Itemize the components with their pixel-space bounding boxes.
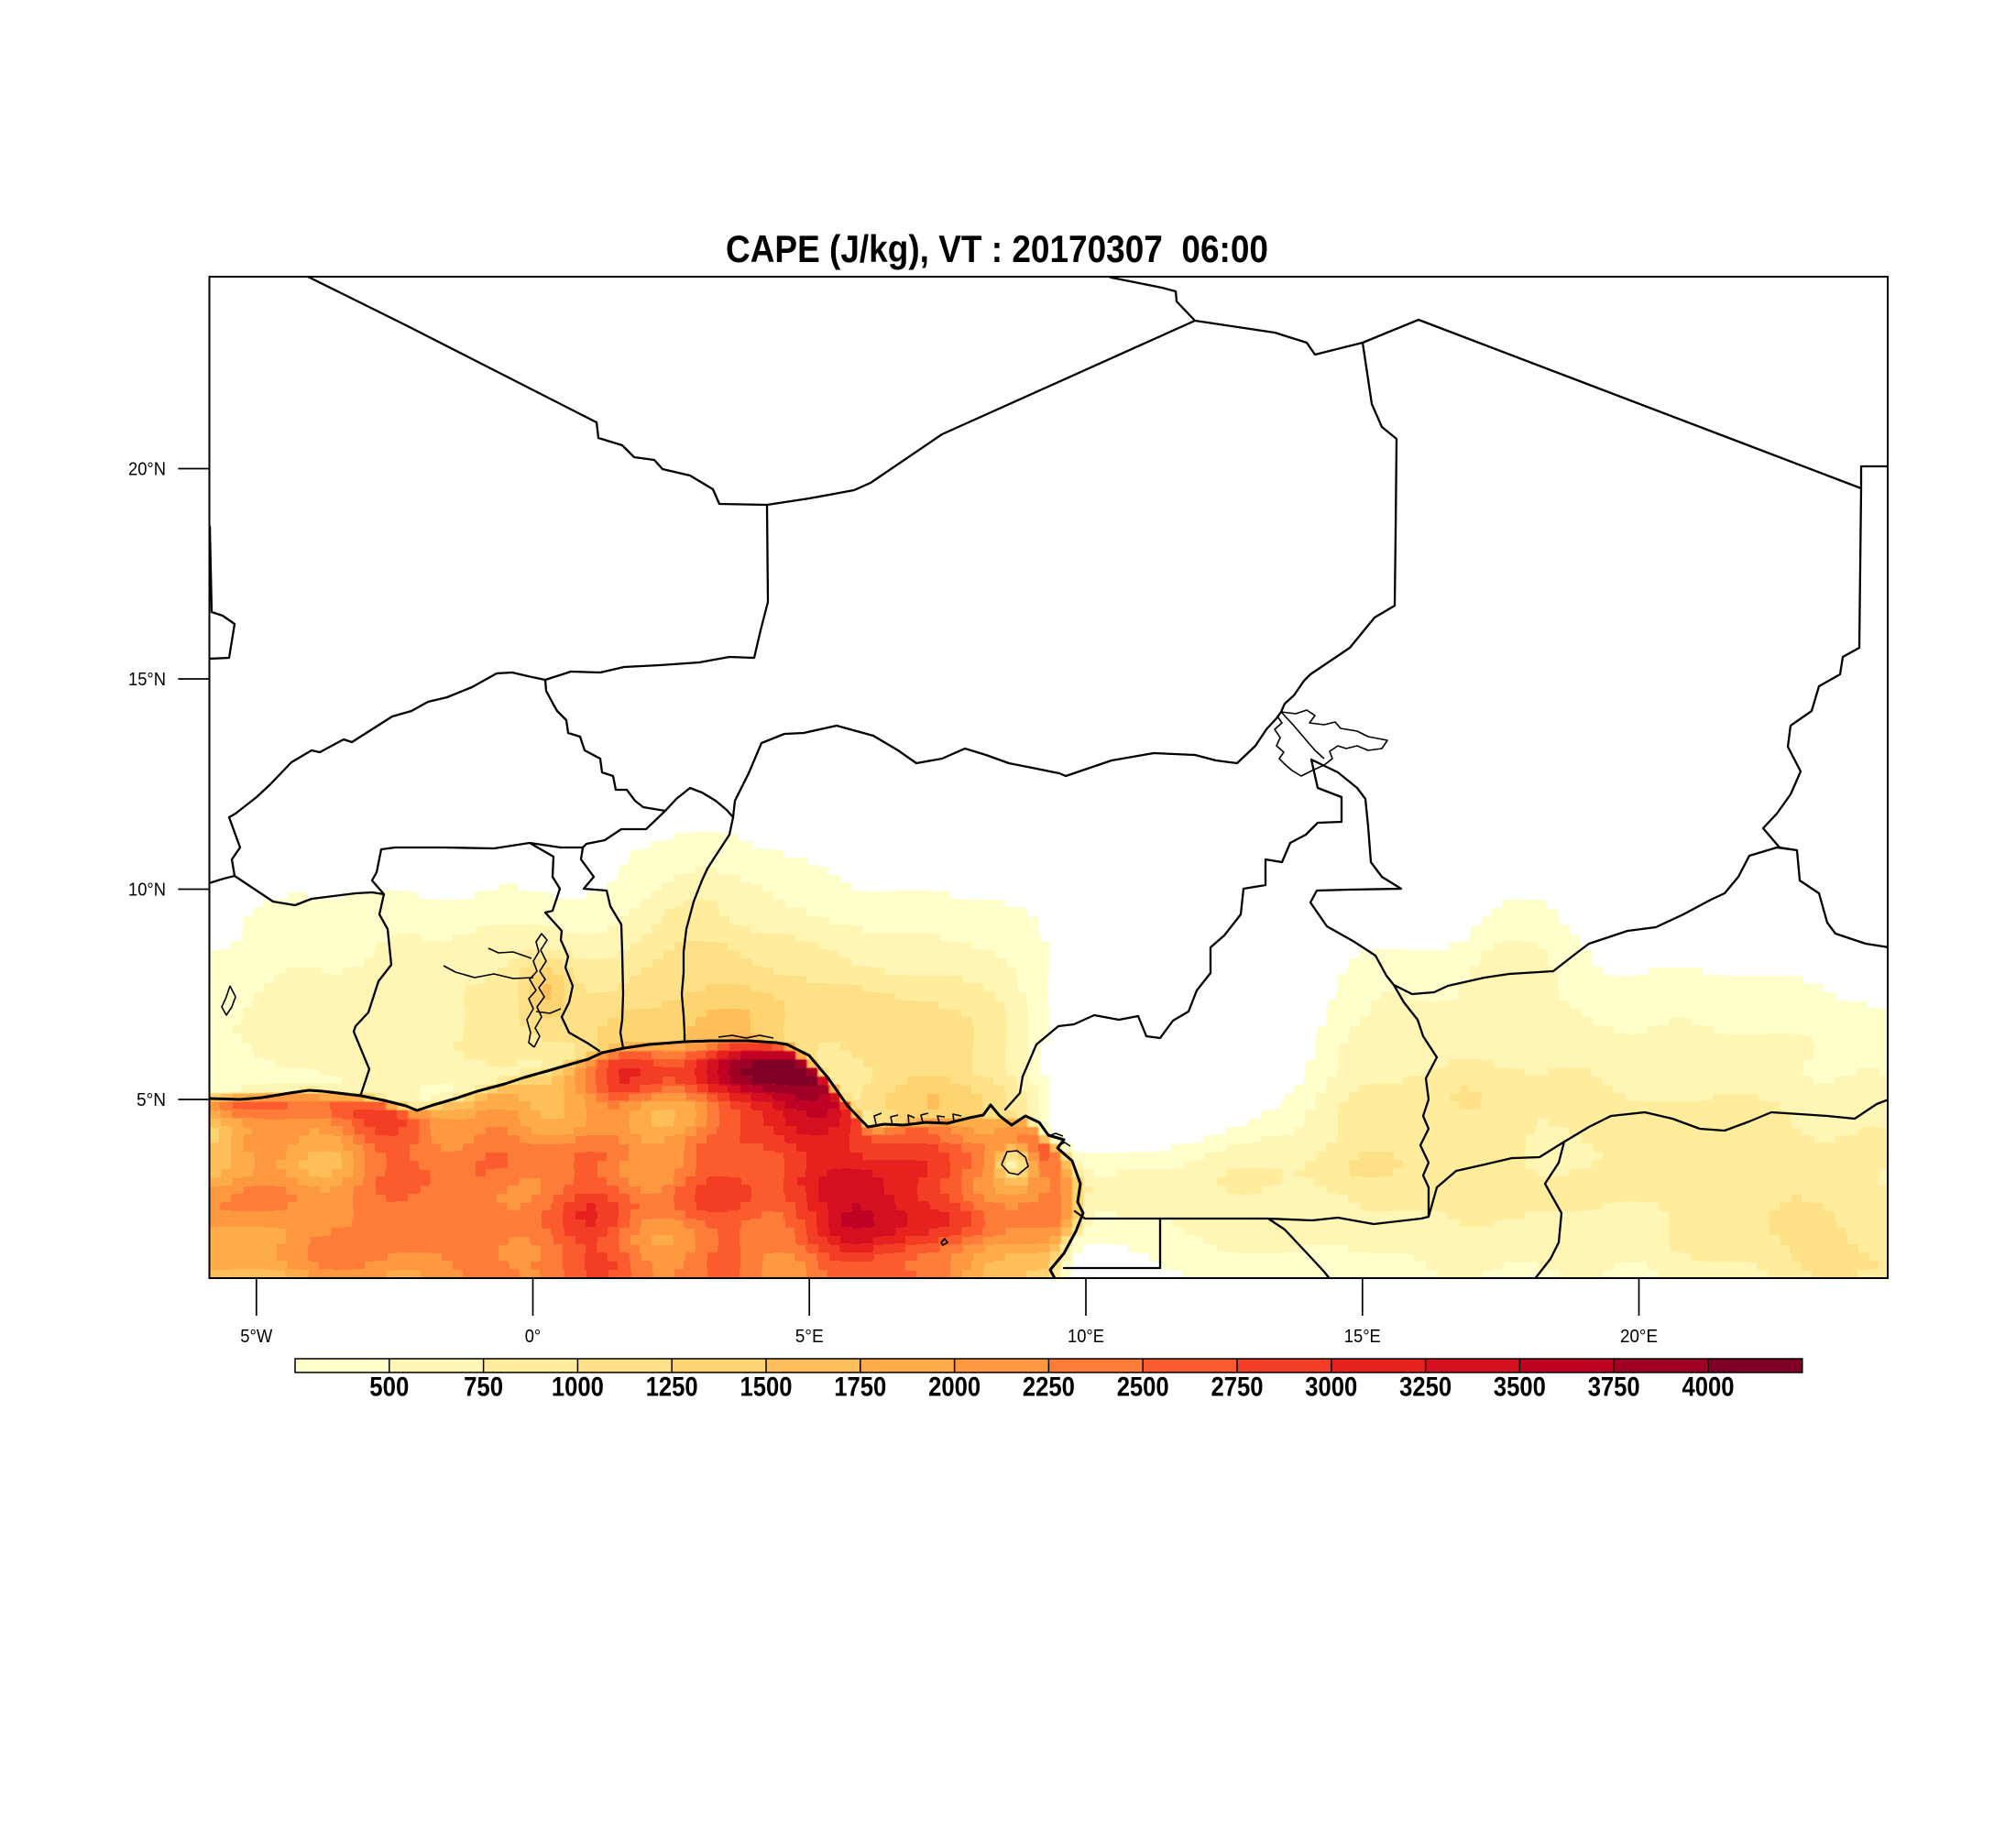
svg-text:1500: 1500 xyxy=(740,1372,793,1403)
svg-text:20°E: 20°E xyxy=(1620,1327,1658,1347)
svg-text:3750: 3750 xyxy=(1588,1372,1640,1403)
svg-text:5°W: 5°W xyxy=(240,1327,272,1347)
svg-text:2750: 2750 xyxy=(1211,1372,1264,1403)
svg-text:3000: 3000 xyxy=(1305,1372,1357,1403)
svg-text:5°N: 5°N xyxy=(137,1090,166,1110)
svg-text:2000: 2000 xyxy=(928,1372,981,1403)
svg-text:1250: 1250 xyxy=(646,1372,698,1403)
svg-text:10°N: 10°N xyxy=(128,880,166,900)
svg-text:4000: 4000 xyxy=(1682,1372,1735,1403)
svg-text:CAPE (J/kg), VT : 20170307 06: CAPE (J/kg), VT : 20170307 06:00 xyxy=(726,227,1268,270)
svg-text:2250: 2250 xyxy=(1023,1372,1075,1403)
svg-text:5°E: 5°E xyxy=(795,1327,824,1347)
svg-text:3250: 3250 xyxy=(1399,1372,1452,1403)
svg-text:0°: 0° xyxy=(525,1327,542,1347)
svg-text:1000: 1000 xyxy=(552,1372,604,1403)
svg-text:1750: 1750 xyxy=(834,1372,886,1403)
svg-text:750: 750 xyxy=(464,1372,503,1403)
svg-text:3500: 3500 xyxy=(1494,1372,1546,1403)
svg-text:15°E: 15°E xyxy=(1344,1327,1381,1347)
svg-text:20°N: 20°N xyxy=(128,459,166,479)
svg-text:15°N: 15°N xyxy=(128,670,166,690)
svg-text:500: 500 xyxy=(369,1372,409,1403)
svg-text:10°E: 10°E xyxy=(1068,1327,1104,1347)
svg-text:2500: 2500 xyxy=(1117,1372,1169,1403)
